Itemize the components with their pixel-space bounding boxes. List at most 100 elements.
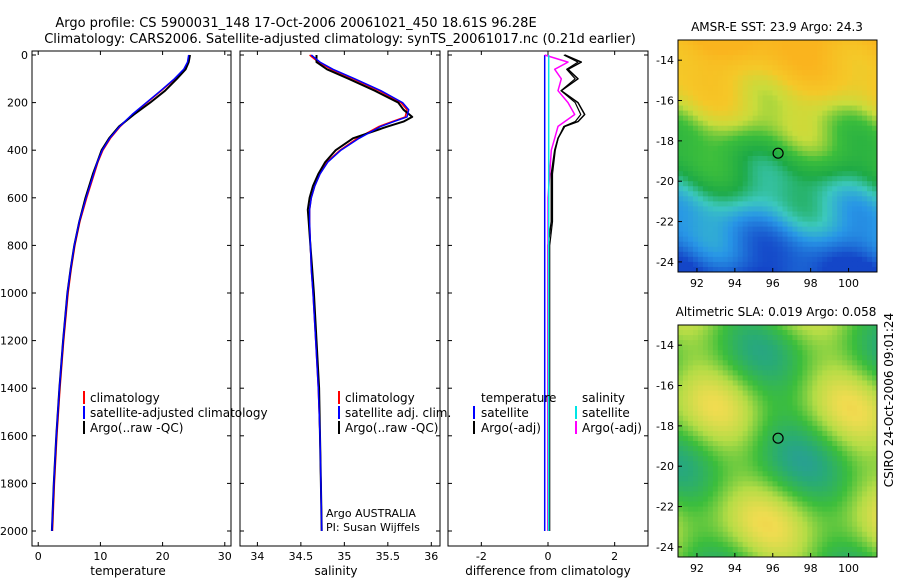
map-cell: [812, 471, 818, 477]
map-cell: [837, 191, 843, 197]
map-cell: [802, 335, 808, 341]
map-cell: [678, 65, 684, 71]
map-cell: [822, 541, 828, 548]
map-cell: [817, 75, 823, 81]
map-cell: [837, 325, 843, 331]
map-cell: [752, 456, 759, 462]
map-cell: [682, 506, 689, 513]
map-cell: [802, 65, 808, 71]
map-cell: [767, 330, 774, 336]
map-cell: [777, 441, 783, 447]
map-cell: [792, 196, 798, 202]
map-cell: [872, 506, 878, 513]
map-cell: [772, 435, 778, 442]
map-cell: [802, 551, 808, 558]
map-cell: [817, 266, 823, 273]
map-cell: [767, 191, 774, 197]
map-cell: [802, 521, 808, 528]
map-cell: [702, 430, 709, 437]
map-cell: [747, 501, 754, 508]
map-cell: [697, 466, 704, 472]
map-cell: [857, 451, 863, 457]
map-cell: [682, 171, 689, 177]
sst-map-title: AMSR-E SST: 23.9 Argo: 24.3: [691, 20, 863, 34]
map-cell: [707, 150, 714, 157]
map-cell: [822, 100, 828, 107]
map-cell: [852, 531, 858, 538]
map-cell: [702, 85, 709, 91]
map-cell: [812, 481, 818, 487]
map-cell: [852, 181, 858, 187]
map-cell: [732, 231, 739, 238]
map-cell: [817, 451, 823, 457]
map-cell: [702, 261, 709, 268]
map-cell: [678, 45, 684, 51]
map-cell: [692, 166, 699, 172]
map-cell: [737, 156, 744, 162]
map-cell: [787, 365, 793, 371]
map-cell: [678, 40, 684, 46]
map-cell: [767, 216, 774, 223]
sla-map: [677, 324, 878, 558]
map-cell: [857, 261, 863, 268]
map-cell: [837, 456, 843, 462]
map-cell: [832, 256, 838, 263]
map-cell: [832, 430, 838, 437]
map-cell: [787, 221, 793, 228]
map-cell: [692, 191, 699, 197]
map-cell: [837, 430, 843, 437]
map-cell: [732, 115, 739, 122]
map-cell: [857, 100, 863, 107]
map-cell: [747, 115, 754, 122]
temperature-legend: climatology satellite-adjusted climatolo…: [83, 391, 268, 435]
map-cell: [777, 340, 783, 346]
map-cell: [747, 60, 754, 66]
map-cell: [742, 176, 749, 182]
map-cell: [772, 375, 778, 381]
map-cell: [862, 196, 868, 202]
map-cell: [817, 171, 823, 177]
map-cell: [792, 441, 798, 447]
map-cell: [857, 380, 863, 387]
map-cell: [807, 196, 813, 202]
map-cell: [702, 241, 709, 248]
map-cell: [737, 446, 744, 452]
map-cell: [767, 466, 774, 472]
map-cell: [847, 551, 853, 558]
map-cell: [822, 171, 828, 177]
map-cell: [812, 236, 818, 243]
map-cell: [702, 125, 709, 132]
map-cell: [717, 466, 724, 472]
map-cell: [772, 105, 778, 112]
map-cell: [722, 110, 729, 117]
map-cell: [767, 161, 774, 167]
map-cell: [862, 486, 868, 492]
map-cell: [822, 441, 828, 447]
map-cell: [797, 75, 803, 81]
map-cell: [857, 405, 863, 412]
map-cell: [852, 400, 858, 407]
map-cell: [867, 105, 873, 112]
map-cell: [817, 551, 823, 558]
map-cell: [757, 350, 764, 356]
map-cell: [747, 330, 754, 336]
map-cell: [747, 80, 754, 86]
map-cell: [872, 546, 878, 553]
map-y-tick-label: -24: [656, 256, 674, 269]
map-cell: [727, 135, 734, 142]
map-cell: [692, 241, 699, 248]
map-cell: [817, 110, 823, 117]
map-cell: [827, 110, 833, 117]
map-cell: [702, 435, 709, 442]
map-cell: [722, 150, 729, 157]
map-cell: [702, 521, 709, 528]
map-cell: [747, 156, 754, 162]
map-cell: [782, 60, 788, 66]
map-cell: [847, 541, 853, 548]
map-cell: [792, 435, 798, 442]
map-cell: [717, 80, 724, 86]
map-cell: [678, 435, 684, 442]
map-cell: [727, 90, 734, 96]
map-cell: [862, 45, 868, 51]
map-cell: [727, 420, 734, 427]
